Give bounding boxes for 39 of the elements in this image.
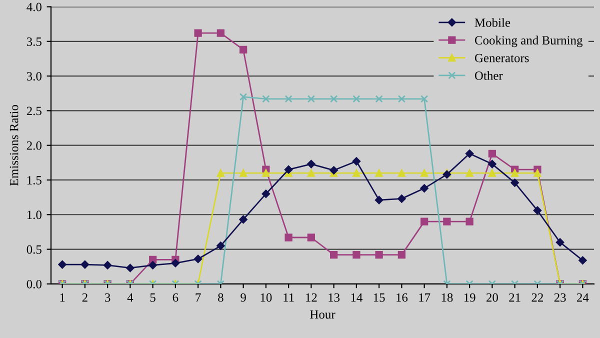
x-tick-label: 11 [284, 293, 294, 302]
x-tick-label: 1 [60, 293, 65, 302]
x-tick-label: 5 [150, 293, 156, 302]
x-tick-label: 7 [196, 293, 201, 302]
legend-label: Other [474, 71, 503, 80]
x-tick-label: 20 [486, 293, 498, 302]
x-tick-label: 16 [396, 293, 408, 302]
x-tick-label: 12 [306, 293, 317, 302]
x-tick-label: 2 [82, 293, 88, 302]
legend-label: Cooking and Burning [474, 36, 583, 48]
y-tick-label: 4.0 [26, 2, 42, 12]
legend-label: Mobile [474, 18, 510, 27]
legend-label: Generators [474, 54, 529, 62]
y-tick-label: 3.5 [26, 37, 42, 46]
y-tick-label: 1.0 [27, 210, 42, 220]
y-tick-label: 0.0 [26, 280, 42, 288]
y-tick-label: 3.0 [26, 72, 42, 81]
x-tick-label: 21 [509, 293, 520, 302]
y-tick-label: 2.5 [26, 106, 42, 116]
x-tick-label: 14 [351, 293, 362, 302]
x-tick-label: 15 [374, 293, 385, 302]
y-tick-label: 1.5 [27, 176, 42, 184]
x-tick-label: 8 [218, 293, 224, 302]
x-tick-label: 22 [532, 293, 543, 302]
x-tick-label: 17 [419, 293, 430, 302]
y-axis-title: Emissions Ratio [10, 105, 18, 186]
y-tick-label: 0.5 [26, 245, 42, 254]
x-tick-label: 18 [442, 293, 453, 302]
x-tick-label: 24 [576, 293, 589, 302]
y-tick-label: 2.0 [26, 141, 42, 150]
x-tick-label: 10 [260, 293, 272, 302]
x-tick-label: 4 [127, 293, 134, 302]
x-tick-label: 19 [464, 293, 476, 302]
x-tick-label: 3 [105, 293, 110, 302]
x-axis-title: Hour [310, 310, 336, 319]
x-tick-label: 23 [554, 293, 566, 302]
x-tick-label: 6 [172, 293, 178, 302]
x-tick-label: 9 [240, 293, 246, 302]
x-tick-label: 13 [328, 293, 340, 302]
